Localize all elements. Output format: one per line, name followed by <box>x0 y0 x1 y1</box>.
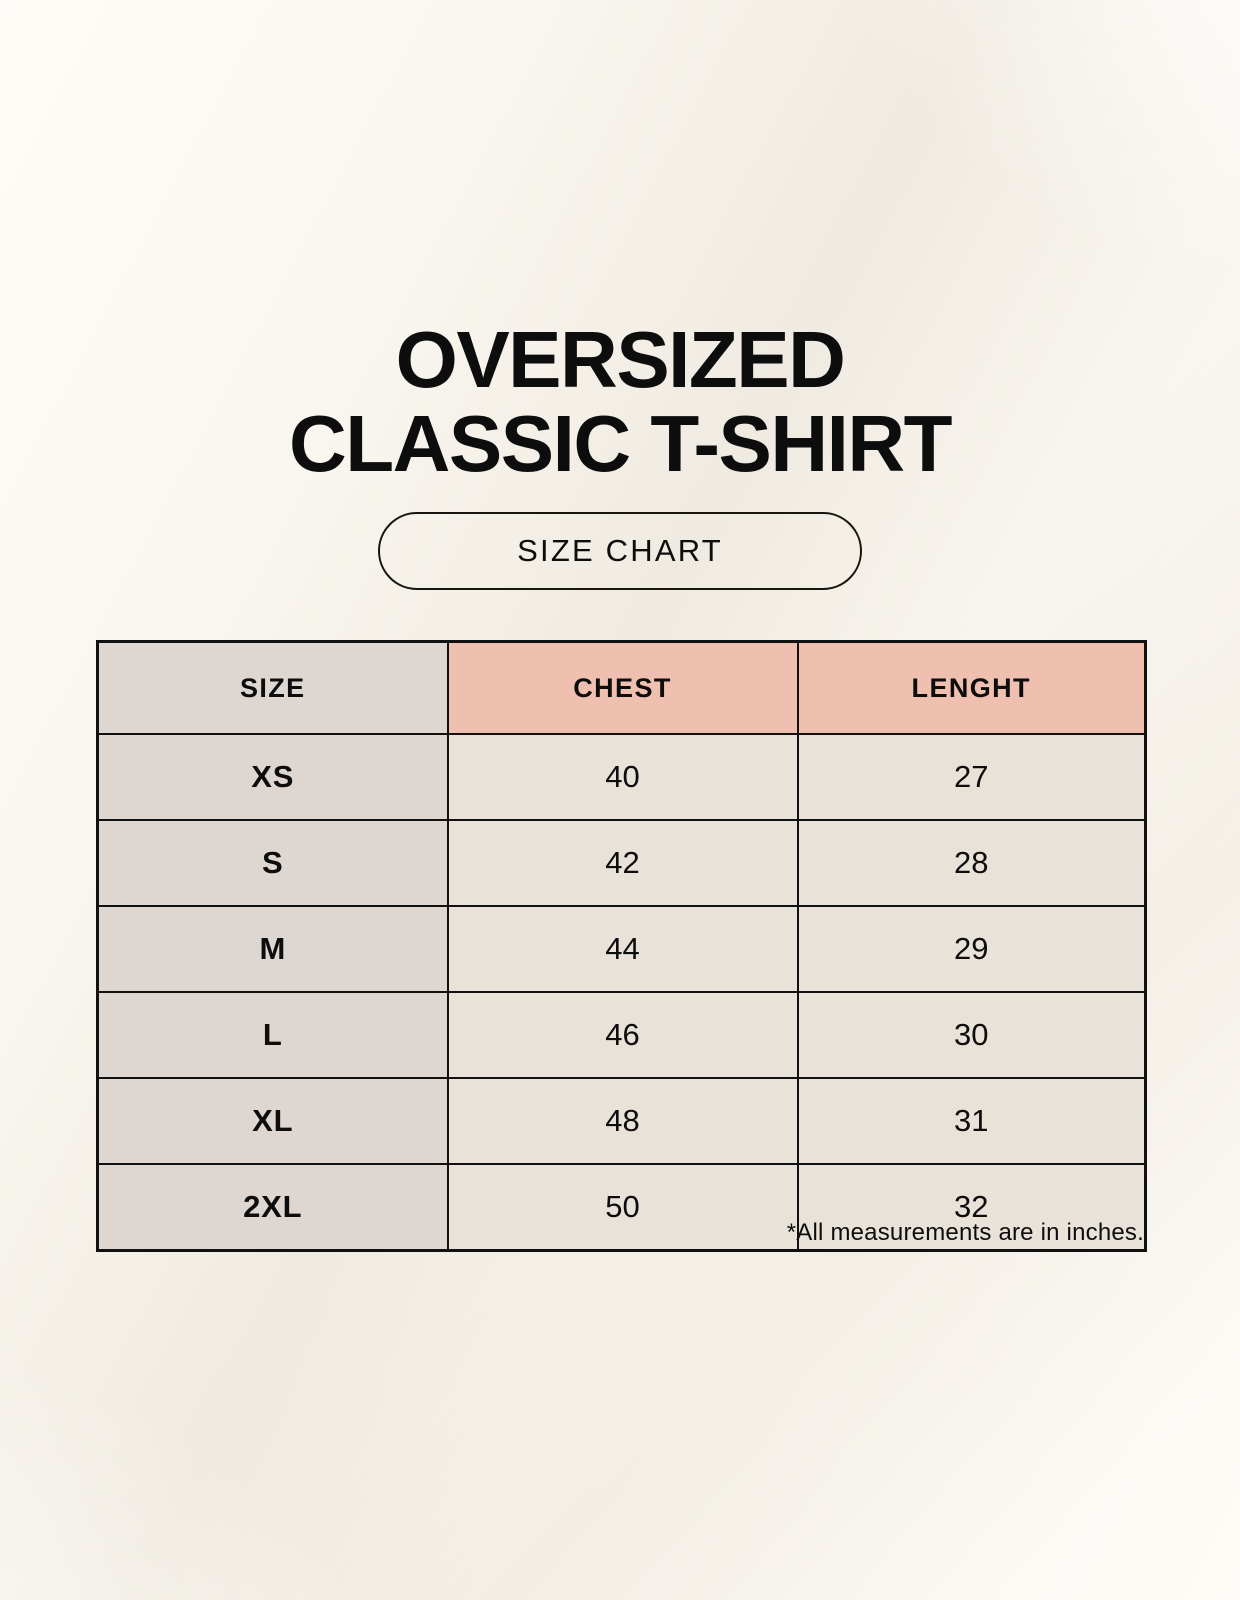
cell-chest: 48 <box>446 1077 799 1165</box>
column-header-chest: CHEST <box>446 640 799 735</box>
size-chart-table-wrapper: SIZE CHEST LENGHT XS 40 27 S 42 28 <box>96 640 1147 1252</box>
cell-chest: 50 <box>446 1163 799 1252</box>
title-line-2: CLASSIC T-SHIRT <box>289 399 952 488</box>
cell-size: M <box>96 905 449 993</box>
cell-size: S <box>96 819 449 907</box>
cell-length: 32 <box>796 1163 1147 1252</box>
title-line-1: OVERSIZED <box>395 315 846 404</box>
size-chart-badge: SIZE CHART <box>378 512 862 590</box>
cell-chest: 40 <box>446 733 799 821</box>
size-chart-table: SIZE CHEST LENGHT XS 40 27 S 42 28 <box>96 640 1147 1252</box>
table-header-row: SIZE CHEST LENGHT <box>96 640 1147 735</box>
table-row: S 42 28 <box>96 819 1147 907</box>
table-row: L 46 30 <box>96 991 1147 1079</box>
table-row: XL 48 31 <box>96 1077 1147 1165</box>
cell-length: 28 <box>796 819 1147 907</box>
cell-length: 27 <box>796 733 1147 821</box>
table-row: XS 40 27 <box>96 733 1147 821</box>
measurement-note: *All measurements are in inches. <box>786 1219 1144 1246</box>
cell-chest: 46 <box>446 991 799 1079</box>
cell-size: XL <box>96 1077 449 1165</box>
size-chart-badge-wrapper: SIZE CHART <box>0 512 1240 590</box>
cell-chest: 42 <box>446 819 799 907</box>
cell-size: L <box>96 991 449 1079</box>
cell-size: 2XL <box>96 1163 449 1252</box>
table-row: M 44 29 <box>96 905 1147 993</box>
page-title: OVERSIZED CLASSIC T-SHIRT <box>0 315 1240 488</box>
cell-size: XS <box>96 733 449 821</box>
cell-chest: 44 <box>446 905 799 993</box>
cell-length: 30 <box>796 991 1147 1079</box>
table-row: 2XL 50 32 <box>96 1163 1147 1252</box>
cell-length: 29 <box>796 905 1147 993</box>
cell-length: 31 <box>796 1077 1147 1165</box>
column-header-length: LENGHT <box>796 640 1147 735</box>
column-header-size: SIZE <box>96 640 449 735</box>
